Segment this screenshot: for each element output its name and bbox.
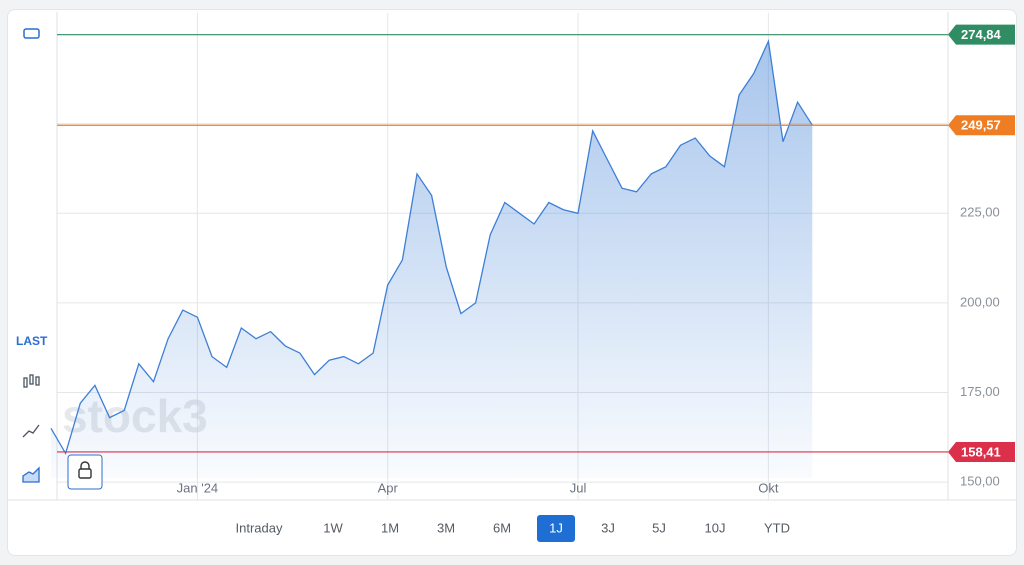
lock-icon xyxy=(78,468,92,479)
level-label: 158,41 xyxy=(961,444,1001,459)
area-fill xyxy=(51,41,813,479)
line-icon[interactable] xyxy=(22,424,40,438)
x-tick-label: Apr xyxy=(378,480,399,495)
y-tick-label: 200,00 xyxy=(960,294,1000,309)
range-button-label[interactable]: 1J xyxy=(549,520,563,535)
range-button[interactable] xyxy=(371,515,409,542)
x-tick-label: Jul xyxy=(570,480,587,495)
y-tick-label: 175,00 xyxy=(960,384,1000,399)
range-button-label[interactable]: 1W xyxy=(323,520,343,535)
candle-icon[interactable] xyxy=(23,374,40,388)
range-button-label[interactable]: 1M xyxy=(381,520,399,535)
level-label: 274,84 xyxy=(961,27,1002,42)
range-button-label[interactable]: 5J xyxy=(652,520,666,535)
range-button-label[interactable]: Intraday xyxy=(236,520,283,535)
lock-shackle xyxy=(80,461,90,469)
x-tick-label: Okt xyxy=(758,480,779,495)
y-tick-label: 225,00 xyxy=(960,205,1000,220)
range-button[interactable] xyxy=(589,515,627,542)
range-button-label[interactable]: YTD xyxy=(764,520,790,535)
range-button[interactable] xyxy=(314,515,352,542)
lock-button[interactable] xyxy=(67,454,103,490)
range-button[interactable] xyxy=(692,515,738,542)
label-toggle-icon[interactable] xyxy=(23,28,40,39)
range-button[interactable] xyxy=(537,515,575,542)
range-button-label[interactable]: 3M xyxy=(437,520,455,535)
range-button[interactable] xyxy=(483,515,521,542)
level-badge xyxy=(948,441,1015,462)
range-button[interactable] xyxy=(640,515,678,542)
range-button[interactable] xyxy=(216,515,302,542)
range-button[interactable] xyxy=(427,515,465,542)
range-button-label[interactable]: 10J xyxy=(705,520,726,535)
level-badge xyxy=(948,115,1015,136)
area-icon[interactable] xyxy=(22,466,40,483)
level-label: 249,57 xyxy=(961,118,1001,133)
y-tick-label: 150,00 xyxy=(960,474,1000,489)
range-button[interactable] xyxy=(754,515,800,542)
price-line xyxy=(50,39,813,456)
x-tick-label: Jan '24 xyxy=(177,480,219,495)
level-badge xyxy=(948,24,1015,45)
range-button-label[interactable]: 3J xyxy=(601,520,615,535)
last-label[interactable]: LAST xyxy=(16,334,48,348)
range-button-label[interactable]: 6M xyxy=(493,520,511,535)
